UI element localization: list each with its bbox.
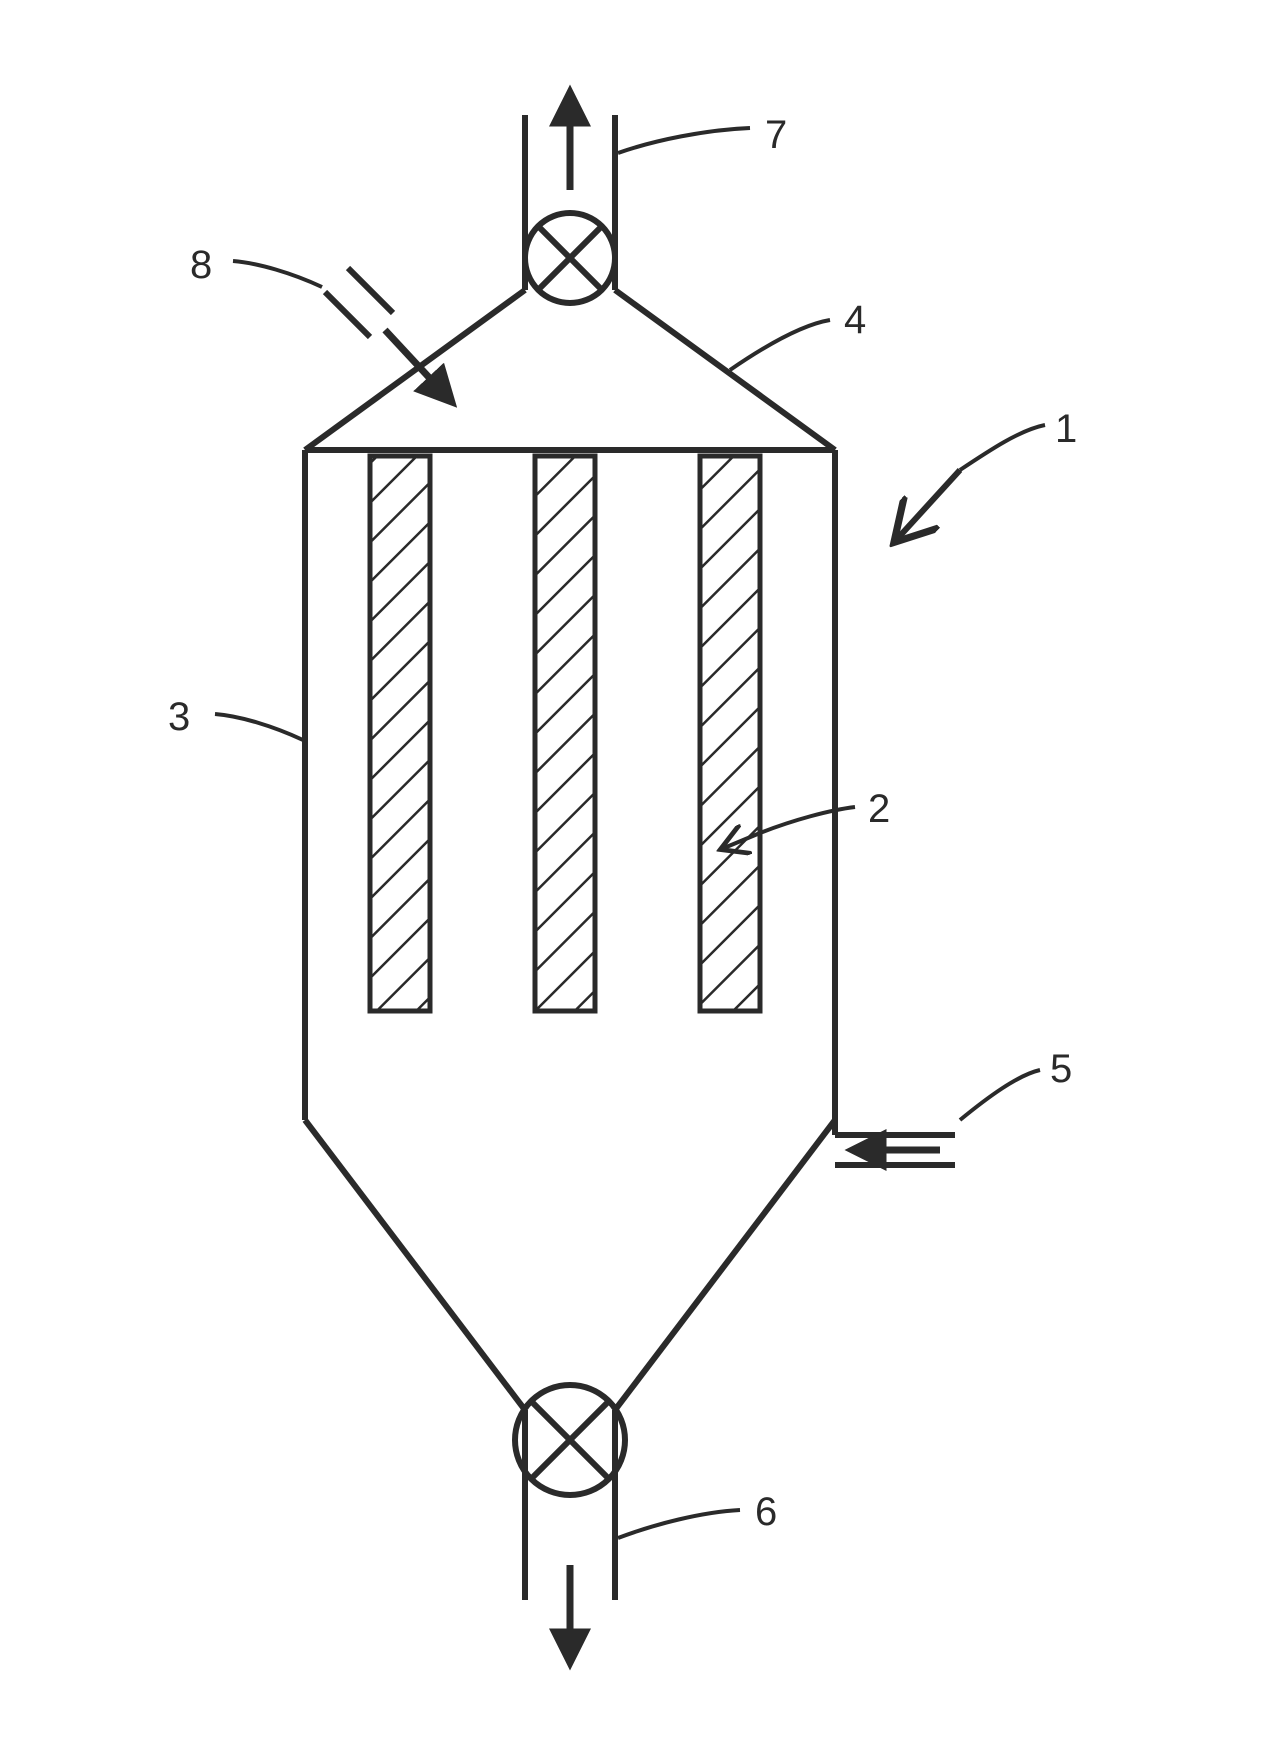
label-7: 7 xyxy=(765,113,787,157)
label-3: 3 xyxy=(168,695,190,739)
schematic-diagram: 7 4 1 8 3 2 5 6 xyxy=(0,0,1262,1753)
arrow-diagonal-inlet xyxy=(385,330,450,400)
label-4: 4 xyxy=(844,298,866,342)
label-1: 1 xyxy=(1055,407,1077,451)
label-5: 5 xyxy=(1050,1047,1072,1091)
leaders xyxy=(215,128,1045,1538)
top-valve xyxy=(525,213,615,303)
label-6: 6 xyxy=(755,1490,777,1534)
diagonal-inlet xyxy=(325,268,393,337)
bottom-valve xyxy=(515,1385,625,1495)
label-2: 2 xyxy=(868,787,890,831)
label-8: 8 xyxy=(190,243,212,287)
hatched-bars xyxy=(370,456,760,1011)
